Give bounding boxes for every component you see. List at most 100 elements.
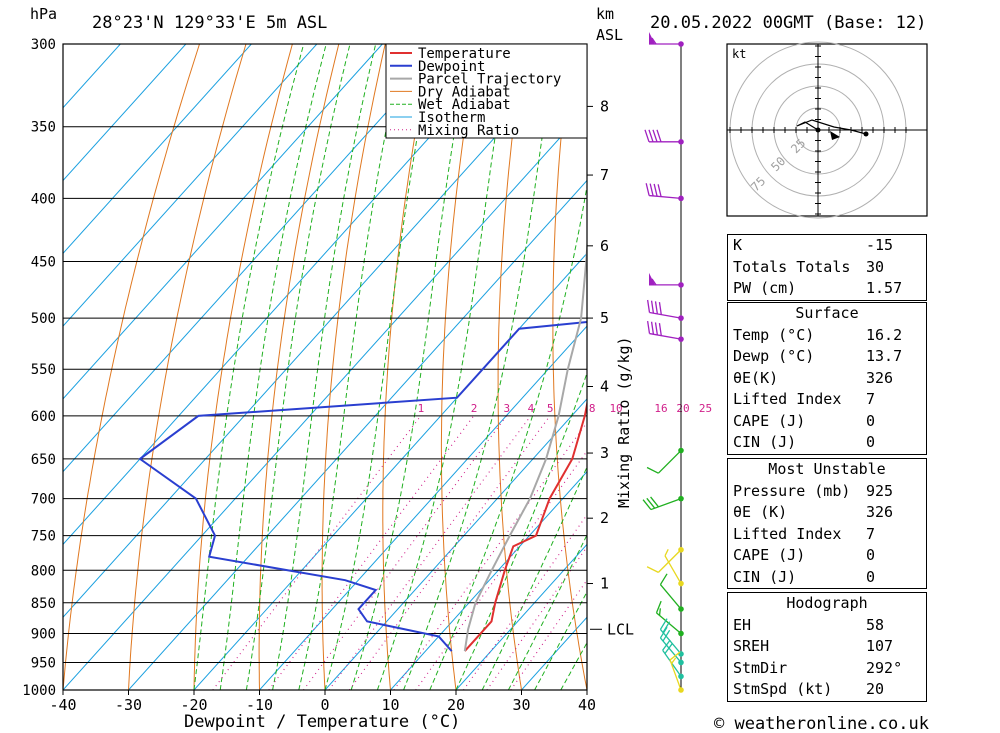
background-lines [63,26,1000,690]
dry-adiabat-line [440,44,479,690]
index-row: CAPE (J) 0 [728,545,926,567]
index-row: θE (K) 326 [728,502,926,524]
temperature-line [464,399,587,652]
wet-adiabat-line [507,533,587,690]
mixing-ratio-line [303,415,507,690]
index-label: Lifted Index [733,524,842,543]
index-value: 0 [866,433,876,451]
pressure-tick-label: 350 [31,120,56,136]
legend-box [385,43,588,139]
wet-adiabat-line [403,44,557,690]
wet-adiabat-line [376,44,511,690]
index-value: 20 [866,680,885,698]
pressure-unit-label: hPa [30,5,57,23]
wind-barb [664,549,684,587]
legend-label: Parcel Trajectory [418,72,561,88]
pressure-tick-label: 450 [31,255,56,271]
km-tick-label: 5 [600,309,609,327]
dry-adiabat-line [63,44,201,690]
pressure-tick-label: 900 [31,626,56,642]
legend-label: Wet Adiabat [418,97,511,113]
mixing-ratio-label: 16 [654,402,667,415]
legend-label: Dry Adiabat [418,84,511,100]
index-value: 1.57 [866,279,903,297]
index-label: Temp (°C) [733,325,815,344]
dry-adiabat-line [258,44,340,690]
hodograph-indices-table: Hodograph EH 58 SREH 107 StmDir 292° StmSpd (k… [727,592,927,702]
hodograph-title: Hodograph [786,594,868,612]
wet-adiabat-line [350,44,471,690]
dry-adiabat-line [193,44,293,690]
index-label: θE (K) [733,503,788,521]
index-label: SREH [733,637,770,655]
km-tick-label: 1 [600,575,609,593]
profile-series [138,44,587,652]
wind-barb [649,32,684,47]
location-title: 28°23'N 129°33'E 5m ASL [92,13,327,33]
pressure-tick-label: 650 [31,452,56,468]
mixing-ratio-label: 3 [504,402,511,415]
index-row: θE(K) 326 [728,368,926,390]
index-row: CIN (J) 0 [728,432,926,454]
index-label: Totals Totals [733,257,851,276]
x-tick-label: -40 [49,696,76,714]
index-value: 925 [866,481,894,500]
hodograph-unit-label: kt [732,47,746,61]
wind-barb [642,495,684,511]
index-row: EH 58 [728,615,926,637]
wet-adiabat-line [534,590,587,690]
mixing-ratio-label: 20 [676,402,689,415]
index-row: Dewp (°C) 13.7 [728,346,926,368]
pressure-tick-label: 1000 [22,683,56,699]
mixing-ratio-label: 8 [589,402,596,415]
isotherm-line [389,470,587,690]
pressure-tick-label: 850 [31,596,56,612]
x-tick-label: -20 [180,696,207,714]
most-unstable-indices-table: Most Unstable Pressure (mb) 925 θE (K) 326 L… [727,458,927,589]
wind-barb [659,626,684,666]
index-label: CIN (J) [733,433,797,451]
asl-unit-label: ASL [596,26,623,44]
dry-adiabat-line [941,26,1000,690]
index-value: 0 [866,546,876,564]
hodograph-trace [796,119,867,135]
index-value: 107 [866,637,894,655]
index-value: 30 [866,257,885,276]
pressure-tick-label: 700 [31,492,56,508]
mixing-ratio-label: 25 [699,402,712,415]
index-row: CAPE (J) 0 [728,411,926,433]
index-value: 326 [866,368,894,387]
dry-adiabat-line [987,26,1000,690]
x-tick-label: 30 [512,696,530,714]
index-row: StmDir 292° [728,658,926,680]
pressure-tick-label: 500 [31,311,56,327]
pressure-tick-label: 550 [31,362,56,378]
wind-barb [646,546,684,573]
index-label: CAPE (J) [733,546,806,564]
wet-adiabat-line [324,44,436,690]
x-tick-label: 40 [578,696,596,714]
axes: 1 2 3 4 5 8 10 16 20 2530035040045050055060065070… [22,37,712,714]
storm-motion-marker [830,131,840,140]
lcl-label: LCL [607,620,634,638]
dry-adiabat-line [321,44,386,690]
pressure-tick-label: 300 [31,37,56,53]
km-tick-label: 8 [600,97,609,115]
index-row: CIN (J) 0 [728,567,926,589]
mixing-ratio-line [463,513,587,690]
pressure-tick-label: 950 [31,655,56,671]
wind-barb [649,272,684,288]
index-label: K [733,236,743,254]
mixing-ratio-axis-title: Mixing Ratio (g/kg) [615,336,633,508]
km-tick-label: 4 [600,378,609,396]
mixing-ratio-line [328,415,532,690]
legend-label: Dewpoint [418,59,485,75]
isotherm-line [63,44,253,255]
index-value: -15 [866,236,894,254]
index-row: Pressure (mb) 925 [728,481,926,503]
x-tick-label: 20 [447,696,465,714]
index-label: Pressure (mb) [733,481,851,500]
legend-label: Mixing Ratio [418,123,519,139]
index-label: EH [733,615,752,634]
